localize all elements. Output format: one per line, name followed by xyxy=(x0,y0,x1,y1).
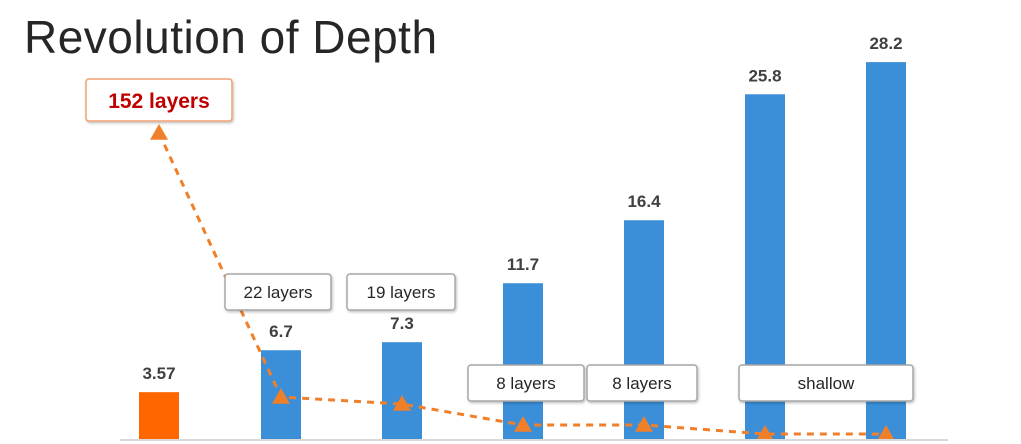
annotation-text-0: 152 layers xyxy=(108,90,210,113)
layers-annotation-3: 8 layers xyxy=(467,364,585,402)
bar-value-label-2: 7.3 xyxy=(390,314,414,333)
bar-value-label-0: 3.57 xyxy=(142,364,175,383)
depth-marker-0 xyxy=(150,124,168,140)
annotation-text-2: 19 layers xyxy=(367,283,436,302)
depth-marker-2 xyxy=(393,395,411,411)
bar-value-label-5: 25.8 xyxy=(748,66,781,85)
chart-title: Revolution of Depth xyxy=(24,11,438,63)
bar-value-label-1: 6.7 xyxy=(269,322,293,341)
annotation-text-1: 22 layers xyxy=(244,283,313,302)
depth-marker-3 xyxy=(514,416,532,432)
bar-value-label-4: 16.4 xyxy=(627,192,661,211)
bar-2 xyxy=(382,342,422,440)
bar-value-label-3: 11.7 xyxy=(507,255,539,274)
layers-annotation-5: shallow xyxy=(738,364,914,402)
depth-marker-1 xyxy=(272,388,290,404)
depth-marker-6 xyxy=(877,425,895,441)
depth-marker-5 xyxy=(756,425,774,441)
bar-3 xyxy=(503,283,543,440)
layers-annotation-4: 8 layers xyxy=(586,364,698,402)
annotation-text-3: 8 layers xyxy=(496,374,556,393)
bar-4 xyxy=(624,220,664,440)
depth-marker-4 xyxy=(635,416,653,432)
annotation-text-4: 8 layers xyxy=(612,374,672,393)
layers-annotation-1: 22 layers xyxy=(224,273,332,311)
bar-value-label-6: 28.2 xyxy=(869,34,902,53)
annotation-text-5: shallow xyxy=(798,374,855,393)
bar-0 xyxy=(139,392,179,440)
layers-callout: 152 layers xyxy=(85,78,233,122)
layers-annotation-2: 19 layers xyxy=(346,273,456,311)
